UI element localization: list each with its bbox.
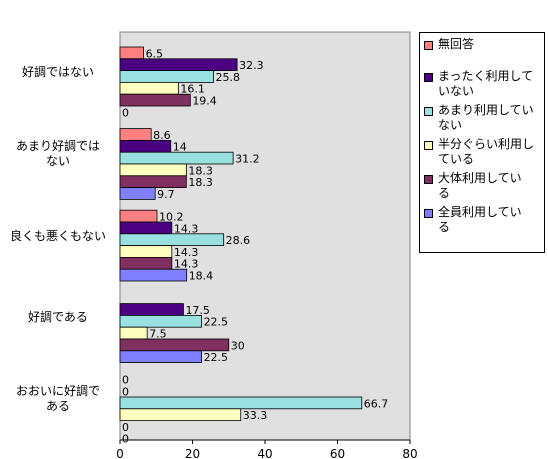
bar — [119, 70, 214, 83]
data-label: 16.1 — [180, 83, 205, 96]
category-label: おおいに好調で ある — [2, 384, 114, 414]
x-tick-label: 20 — [185, 447, 200, 459]
bar — [119, 58, 238, 71]
data-label: 9.7 — [157, 188, 175, 201]
legend: 無回答まったく利用して いない あまり利用してい ない 半分ぐらい利用し ている 大体利用し… — [419, 32, 545, 253]
data-label: 14.3 — [174, 222, 199, 235]
data-label: 14.3 — [174, 258, 199, 271]
data-label: 14 — [173, 141, 187, 154]
bar — [119, 350, 202, 363]
legend-swatch — [424, 41, 433, 50]
bar — [119, 163, 187, 177]
legend-label: 大体利用している — [438, 171, 522, 200]
bar — [119, 93, 191, 107]
x-tick-label: 60 — [330, 447, 345, 459]
data-label: 22.5 — [204, 351, 229, 364]
category-label-line: ない — [45, 154, 70, 169]
data-label: 31.2 — [235, 153, 260, 166]
data-label: 33.3 — [243, 409, 268, 422]
bar — [119, 128, 152, 141]
category-label: 良くも悪くもない — [2, 229, 114, 244]
legend-swatch — [424, 107, 433, 116]
data-label: 66.7 — [364, 397, 389, 410]
bar — [119, 46, 144, 60]
legend-label: 無回答 — [438, 37, 475, 51]
bar — [119, 256, 173, 270]
bar — [119, 314, 202, 328]
data-label: 10.2 — [159, 211, 184, 224]
legend-label: 全員利用している — [438, 205, 522, 234]
legend-swatch — [424, 175, 433, 184]
data-label: 28.6 — [226, 234, 251, 247]
data-label: 0 — [122, 374, 129, 387]
data-label: 19.4 — [192, 95, 217, 108]
x-tick-label: 80 — [402, 447, 417, 459]
data-label: 18.3 — [188, 164, 213, 177]
bar — [119, 82, 179, 95]
legend-label: 半分ぐらい利用し ている — [438, 137, 535, 166]
data-label: 8.6 — [153, 129, 171, 142]
x-tick-label: 40 — [257, 447, 272, 459]
data-label: 0 — [122, 421, 129, 434]
bar — [119, 187, 156, 200]
bar — [119, 139, 172, 153]
category-label-line: 良くも悪くもない — [9, 228, 106, 243]
bar — [119, 326, 148, 340]
bar — [119, 245, 173, 258]
category-label-line: あまり好調では — [15, 139, 100, 154]
data-label: 25.8 — [216, 71, 241, 84]
data-label: 18.4 — [189, 270, 214, 283]
data-label: 6.5 — [146, 47, 164, 60]
legend-swatch — [424, 141, 433, 150]
bar — [119, 151, 234, 165]
data-label: 0 — [122, 386, 129, 399]
data-label: 14.3 — [174, 246, 199, 259]
bar — [119, 396, 363, 410]
data-label: 22.5 — [204, 316, 229, 329]
bar — [119, 268, 188, 282]
data-label: 30 — [231, 339, 245, 352]
bar — [119, 408, 242, 421]
category-label-line: 好調である — [28, 310, 88, 325]
legend-label: あまり利用してい ない — [438, 103, 534, 132]
category-label-line: ある — [45, 399, 70, 414]
data-label: 32.3 — [239, 59, 264, 72]
x-tick-label: 0 — [116, 447, 124, 459]
category-label: あまり好調では ない — [2, 139, 114, 169]
bar — [119, 233, 225, 247]
bar — [119, 221, 173, 235]
category-label: 好調ではない — [2, 65, 114, 80]
legend-label: まったく利用して いない — [438, 69, 534, 98]
category-label-line: おおいに好調で — [15, 384, 100, 399]
data-label: 0 — [122, 106, 129, 119]
bar — [119, 175, 187, 189]
category-label-line: 好調ではない — [21, 65, 94, 80]
category-label: 好調である — [2, 310, 114, 325]
data-label: 17.5 — [185, 304, 210, 317]
legend-swatch — [424, 73, 433, 82]
bar — [119, 209, 158, 223]
data-label: 18.3 — [188, 176, 213, 189]
data-label: 7.5 — [149, 328, 167, 341]
bar — [119, 303, 184, 316]
data-label: 0 — [122, 433, 129, 446]
bar — [119, 338, 230, 352]
legend-swatch — [424, 209, 433, 218]
